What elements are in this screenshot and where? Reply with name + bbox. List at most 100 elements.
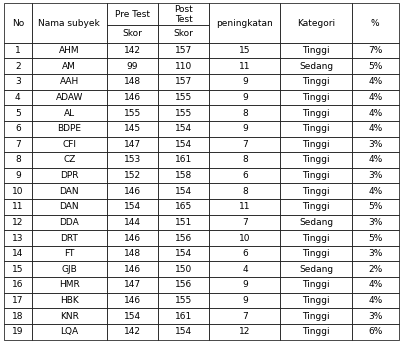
- Bar: [4, 74, 32, 90]
- Text: Tinggi: Tinggi: [302, 109, 330, 118]
- Bar: [32, 277, 107, 293]
- Text: 153: 153: [124, 155, 141, 165]
- Bar: [107, 184, 158, 199]
- Text: BDPE: BDPE: [57, 124, 81, 133]
- Text: CZ: CZ: [63, 155, 75, 165]
- Text: 11: 11: [12, 202, 24, 211]
- Bar: [32, 184, 107, 199]
- Bar: [210, 121, 280, 137]
- Text: Tinggi: Tinggi: [302, 124, 330, 133]
- Text: 14: 14: [12, 249, 23, 258]
- Text: 154: 154: [124, 312, 141, 321]
- Bar: [32, 246, 107, 261]
- Bar: [4, 43, 32, 59]
- Text: ADAW: ADAW: [56, 93, 83, 102]
- Text: 5%: 5%: [368, 234, 382, 243]
- Text: 4%: 4%: [368, 109, 382, 118]
- Bar: [280, 137, 351, 152]
- Bar: [158, 246, 210, 261]
- Bar: [210, 105, 280, 121]
- Bar: [210, 246, 280, 261]
- Bar: [107, 59, 158, 74]
- Text: Tinggi: Tinggi: [302, 202, 330, 211]
- Text: 16: 16: [12, 281, 24, 289]
- Bar: [351, 308, 399, 324]
- Bar: [32, 105, 107, 121]
- Bar: [107, 105, 158, 121]
- Bar: [351, 74, 399, 90]
- Bar: [280, 277, 351, 293]
- Text: HMR: HMR: [59, 281, 79, 289]
- Bar: [158, 168, 210, 184]
- Bar: [210, 199, 280, 215]
- Text: 7: 7: [242, 218, 248, 227]
- Bar: [4, 246, 32, 261]
- Text: 165: 165: [175, 202, 192, 211]
- Text: peningkatan: peningkatan: [216, 19, 273, 28]
- Bar: [280, 184, 351, 199]
- Bar: [4, 215, 32, 230]
- Text: Post
Test: Post Test: [174, 4, 193, 24]
- Bar: [32, 121, 107, 137]
- Bar: [4, 137, 32, 152]
- Text: Sedang: Sedang: [299, 265, 333, 274]
- Text: 148: 148: [124, 78, 141, 86]
- Bar: [280, 308, 351, 324]
- Text: 5%: 5%: [368, 62, 382, 71]
- Text: 145: 145: [124, 124, 141, 133]
- Text: No: No: [12, 19, 24, 28]
- Bar: [351, 215, 399, 230]
- Text: Tinggi: Tinggi: [302, 140, 330, 149]
- Text: Tinggi: Tinggi: [302, 46, 330, 55]
- Text: Sedang: Sedang: [299, 62, 333, 71]
- Bar: [4, 184, 32, 199]
- Bar: [158, 277, 210, 293]
- Text: KNR: KNR: [60, 312, 79, 321]
- Bar: [351, 230, 399, 246]
- Bar: [32, 293, 107, 308]
- Text: 3%: 3%: [368, 312, 382, 321]
- Bar: [210, 215, 280, 230]
- Text: AHM: AHM: [59, 46, 79, 55]
- Bar: [107, 199, 158, 215]
- Text: 9: 9: [15, 171, 21, 180]
- Text: Tinggi: Tinggi: [302, 281, 330, 289]
- Text: Tinggi: Tinggi: [302, 187, 330, 196]
- Bar: [210, 152, 280, 168]
- Bar: [4, 261, 32, 277]
- Text: 1: 1: [15, 46, 21, 55]
- Text: 4%: 4%: [368, 187, 382, 196]
- Text: 154: 154: [175, 249, 192, 258]
- Bar: [107, 25, 158, 43]
- Bar: [210, 74, 280, 90]
- Bar: [210, 43, 280, 59]
- Text: 161: 161: [175, 312, 192, 321]
- Bar: [351, 43, 399, 59]
- Bar: [107, 277, 158, 293]
- Text: 4: 4: [15, 93, 21, 102]
- Bar: [280, 43, 351, 59]
- Text: Tinggi: Tinggi: [302, 93, 330, 102]
- Text: 146: 146: [124, 93, 141, 102]
- Text: 8: 8: [242, 109, 248, 118]
- Bar: [158, 184, 210, 199]
- Bar: [351, 59, 399, 74]
- Bar: [107, 3, 158, 25]
- Text: 144: 144: [124, 218, 141, 227]
- Text: 4%: 4%: [368, 296, 382, 305]
- Text: 157: 157: [175, 46, 192, 55]
- Bar: [158, 199, 210, 215]
- Text: Tinggi: Tinggi: [302, 234, 330, 243]
- Bar: [32, 324, 107, 340]
- Bar: [107, 308, 158, 324]
- Text: Tinggi: Tinggi: [302, 249, 330, 258]
- Text: 4%: 4%: [368, 281, 382, 289]
- Text: 99: 99: [127, 62, 138, 71]
- Text: 12: 12: [239, 327, 251, 336]
- Bar: [32, 152, 107, 168]
- Bar: [351, 184, 399, 199]
- Bar: [351, 90, 399, 105]
- Bar: [158, 90, 210, 105]
- Bar: [32, 90, 107, 105]
- Bar: [351, 152, 399, 168]
